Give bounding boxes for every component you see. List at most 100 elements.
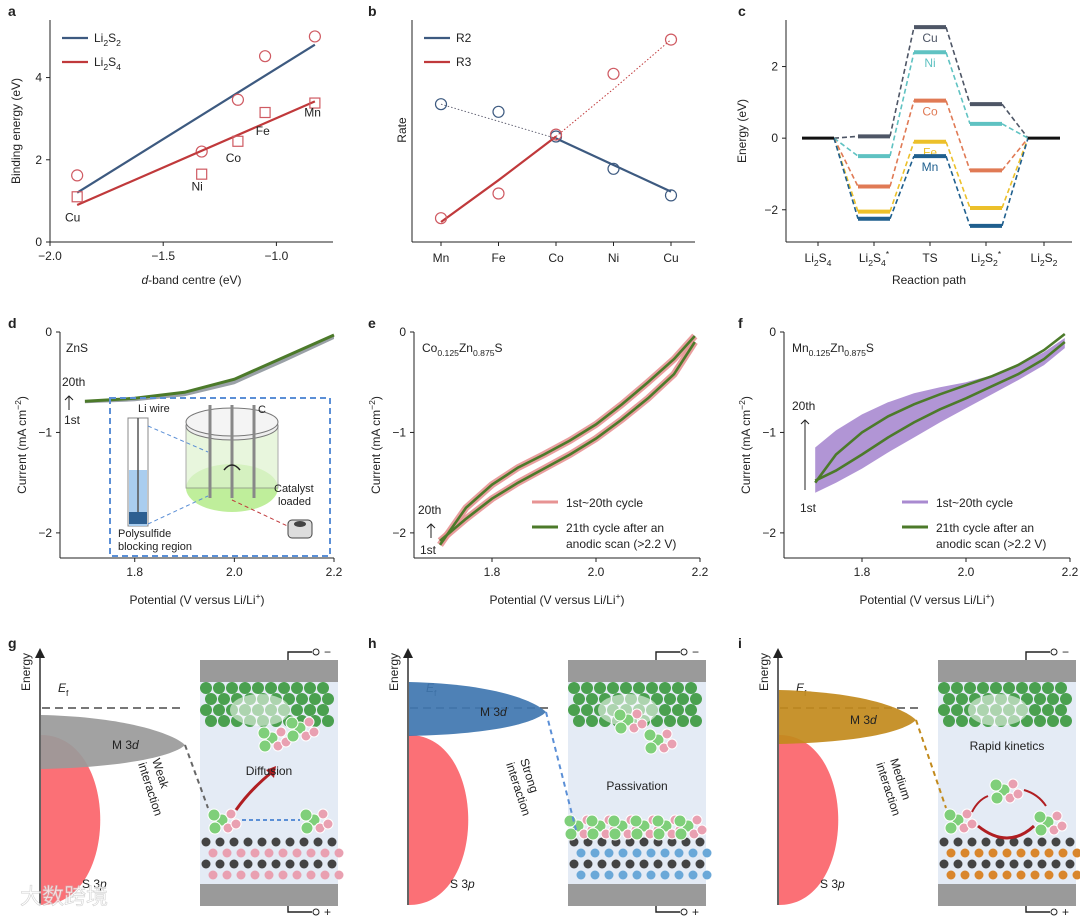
schematic-h-top-lead	[655, 651, 680, 660]
schematic-h-catalyst-atom	[604, 870, 614, 880]
schematic-i-catalyst-atom	[1023, 859, 1033, 869]
chart-c-x-tick-label-part: Li	[805, 251, 814, 265]
chart-d-inset-cat2: loaded	[278, 496, 311, 508]
chart-c-connector	[945, 26, 971, 105]
chart-a-legend-label-part: 2	[103, 38, 108, 48]
schematic-i-s3p-label: S 3p	[820, 877, 845, 891]
chart-c-connector	[889, 26, 915, 137]
chart-a-x-label: d-band centre (eV)	[141, 273, 241, 287]
schematic-i-anode-atom	[1042, 704, 1054, 716]
chart-d-x-label-part: Potential (V versus Li/Li	[129, 593, 255, 607]
schematic-i-arrow	[1023, 789, 1047, 807]
schematic-h-catalyst-atom	[674, 870, 684, 880]
chart-c-x-tick-label-part: S	[985, 251, 993, 265]
schematic-i-catalyst-atom	[1002, 870, 1012, 880]
schematic-h-catalyst-atom	[611, 859, 621, 869]
chart-f-legend-anodic-1: 21th cycle after an	[936, 521, 1034, 535]
chart-f-title-part: Zn	[830, 341, 844, 355]
schematic-i-catalyst-atom	[967, 859, 977, 869]
schematic-i-catalyst-atom	[939, 837, 949, 847]
chart-d-cycle-bottom: 1st	[64, 413, 81, 427]
schematic-h-catalyst-atom	[688, 870, 698, 880]
schematic-i-polysulfide	[943, 808, 957, 822]
schematic-i-bottom-terminal	[1050, 908, 1058, 916]
schematic-h-polysulfide	[636, 718, 648, 730]
chart-b-x-tick-label: Ni	[608, 251, 619, 265]
schematic-h-catalyst-atom	[695, 837, 705, 847]
schematic-h-polysulfide	[644, 741, 658, 755]
chart-c-x-tick-label-part: 2	[868, 258, 873, 268]
chart-c-x-tick-label-part: Li	[1031, 251, 1040, 265]
schematic-g-anode-atom	[317, 704, 329, 716]
chart-a-x-label-part: -band centre (eV)	[148, 273, 241, 287]
schematic-i-anode-atom	[943, 693, 955, 705]
chart-f-x-label-part: +	[986, 591, 991, 601]
schematic-g-fermi-label-part: f	[66, 688, 69, 698]
chart-b-fit-solid	[440, 135, 557, 223]
schematic-g-catalyst-atom	[250, 870, 260, 880]
schematic-h-anode-atom	[677, 693, 689, 705]
chart-b-x-tick-label: Cu	[663, 251, 678, 265]
schematic-h-s3p-band	[409, 735, 469, 905]
schematic-h-catalyst-atom	[576, 870, 586, 880]
schematic-i-catalyst-atom	[960, 870, 970, 880]
schematic-g-anode-atom	[205, 715, 217, 727]
schematic-h-catalyst-atom	[604, 848, 614, 858]
schematic-h-adsorbed-polysulfide	[674, 827, 688, 841]
schematic-g-arrow-head	[266, 766, 276, 778]
chart-e-x-tick-label: 1.8	[484, 565, 501, 579]
schematic-h-anode-atom	[659, 682, 671, 694]
schematic-h-m3d-band	[409, 682, 546, 736]
schematic-h-anode-atom	[672, 704, 684, 716]
schematic-g-s3p-label-part: p	[99, 877, 107, 891]
chart-c-x-tick-label-part: *	[998, 249, 1002, 259]
schematic-h-adsorbed-polysulfide	[673, 814, 687, 828]
schematic-h-anode-atom	[586, 693, 598, 705]
schematic-g-anode-atom	[304, 704, 316, 716]
schematic-i-s3p-band	[779, 735, 839, 905]
schematic-i-anode-atom	[951, 682, 963, 694]
schematic-h-catalyst-atom	[618, 848, 628, 858]
schematic-g-catalyst-atom	[208, 870, 218, 880]
schematic-g-fermi-label-part: E	[58, 681, 67, 695]
chart-e-cycle-top: 20th	[418, 503, 441, 517]
schematic-g-bottom-lead	[287, 906, 312, 913]
chart-a-point-label: Cu	[65, 210, 80, 224]
chart-e-x-label: Potential (V versus Li/Li+)	[489, 591, 624, 607]
schematic-i-anode-atom	[943, 715, 955, 727]
schematic-h-adsorbed-polysulfide	[629, 814, 643, 828]
schematic-h-catalyst-atom	[618, 870, 628, 880]
chart-f: 1.8 2.0 2.2 0 −1 −2 Potential (V versus Li/Li+…	[737, 325, 1079, 607]
chart-c-y-tick-label: −2	[764, 203, 778, 217]
schematic-h-catalyst-atom	[667, 837, 677, 847]
schematic-i-catalyst-atom	[1051, 837, 1061, 847]
chart-a-point-label: Co	[226, 151, 242, 165]
schematic-h-catalyst-atom	[625, 837, 635, 847]
schematic-g-catalyst-atom	[264, 870, 274, 880]
chart-a-x-tick-label: −1.0	[265, 249, 289, 263]
schematic-g-anode-atom	[283, 693, 295, 705]
chart-c-connector	[1001, 123, 1029, 139]
chart-a-legend-label-part: Li	[94, 31, 103, 45]
chart-f-x-label-part: Potential (V versus Li/Li	[859, 593, 985, 607]
chart-e-y-label: Current (mA cm−2)	[367, 396, 383, 494]
schematic-h-y-label: Energy	[387, 653, 401, 691]
schematic-i-top-lead	[1025, 651, 1050, 660]
schematic-g-catalyst-atom	[320, 848, 330, 858]
chart-e-title-part: Co	[422, 341, 438, 355]
schematic-g-polysulfide	[317, 808, 329, 820]
schematic-i-catalyst-atom	[1023, 837, 1033, 847]
chart-c-connector	[833, 137, 859, 187]
schematic-i-catalyst-atom	[953, 859, 963, 869]
schematic-h-connector	[545, 711, 577, 831]
schematic-h-catalyst-atom	[702, 848, 712, 858]
chart-b-y-label: Rate	[395, 117, 409, 143]
schematic-g-catalyst-atom	[243, 859, 253, 869]
chart-e-y-tick-label: 0	[399, 325, 406, 339]
schematic-i-catalyst-atom	[981, 859, 991, 869]
schematic-i-anode-atom	[1029, 682, 1041, 694]
schematic-i-catalyst-atom	[1051, 859, 1061, 869]
schematic-i-catalyst-atom	[1072, 848, 1080, 858]
chart-b-point	[434, 98, 448, 111]
schematic-h-catalyst-atom	[590, 870, 600, 880]
